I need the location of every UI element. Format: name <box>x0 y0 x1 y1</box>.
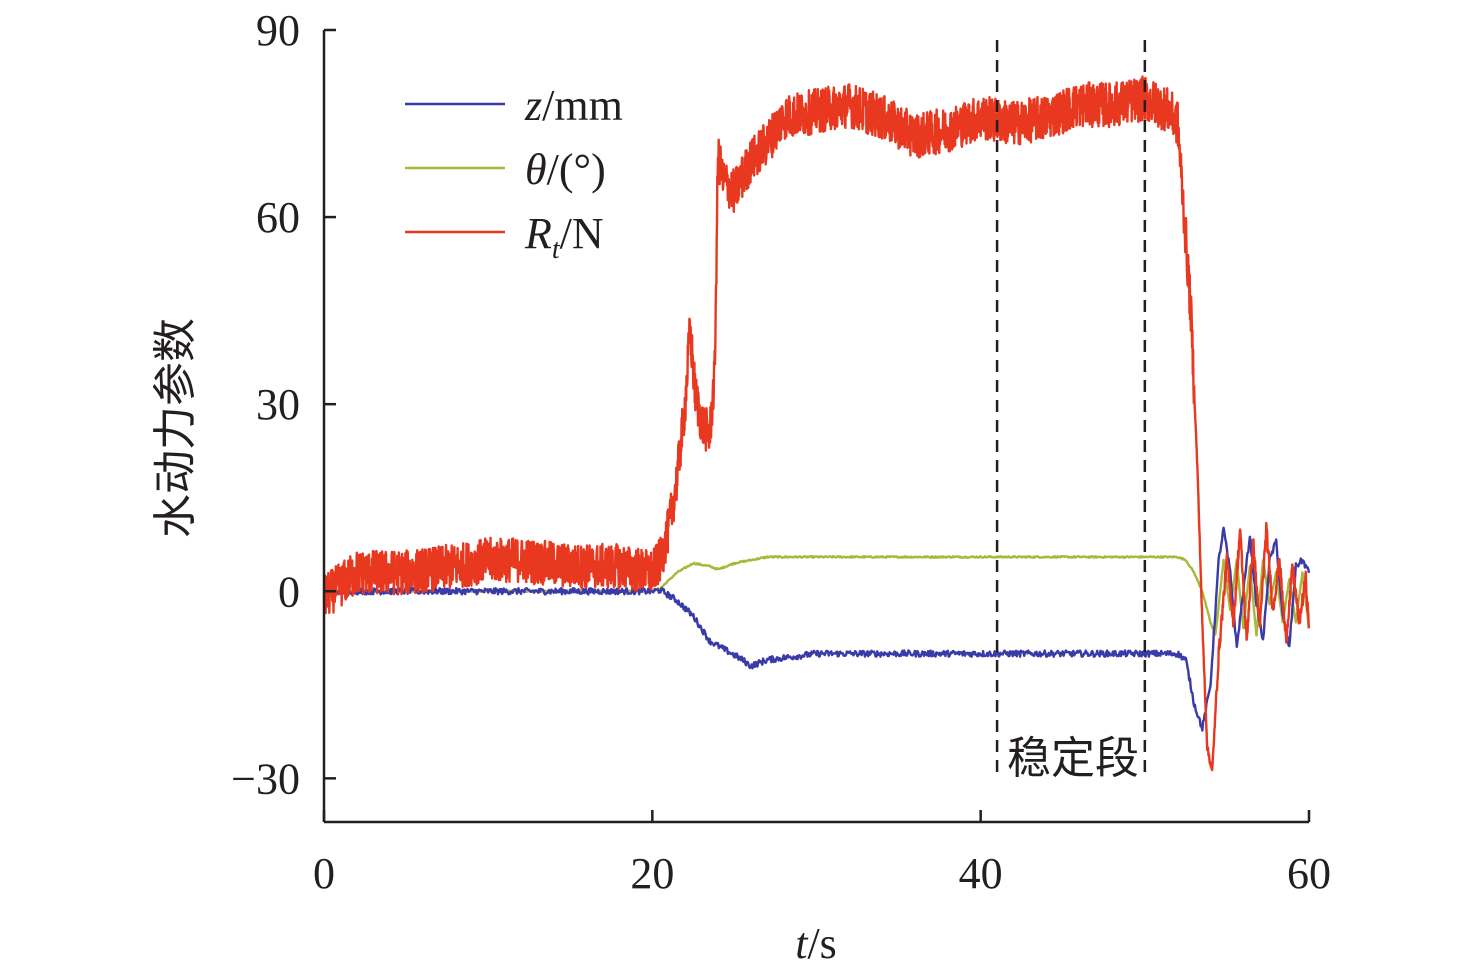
series-line-0 <box>322 526 1311 732</box>
x-tick-label: 20 <box>630 849 674 898</box>
y-tick-label: 30 <box>256 380 300 429</box>
legend-label: z/mm <box>524 81 623 130</box>
y-tick-label: 0 <box>278 567 300 616</box>
legend-label: Rt/N <box>524 209 604 265</box>
y-axis-title: 水动力参数 <box>150 318 201 538</box>
stable-segment-label: 稳定段 <box>1007 733 1139 784</box>
legend-label: θ/(°) <box>525 145 606 194</box>
legend: z/mm θ/(°) Rt/N <box>405 81 623 265</box>
ticks: 0 20 40 60 −30 0 30 60 90 <box>231 6 1331 898</box>
stable-segment-annotation: 稳定段 <box>995 40 1147 784</box>
x-tick-label: 40 <box>959 849 1003 898</box>
x-tick-label: 0 <box>313 849 335 898</box>
y-tick-label: 90 <box>256 6 300 55</box>
series-layer <box>322 75 1311 772</box>
x-tick-label: 60 <box>1287 849 1331 898</box>
x-axis-title: t/s <box>795 919 837 968</box>
axes <box>322 30 1309 824</box>
x-axis-unit: /s <box>807 919 836 968</box>
y-tick-label: 60 <box>256 193 300 242</box>
series-line-2 <box>322 75 1311 772</box>
x-axis-variable: t <box>795 919 809 968</box>
y-tick-label: −30 <box>231 754 300 803</box>
